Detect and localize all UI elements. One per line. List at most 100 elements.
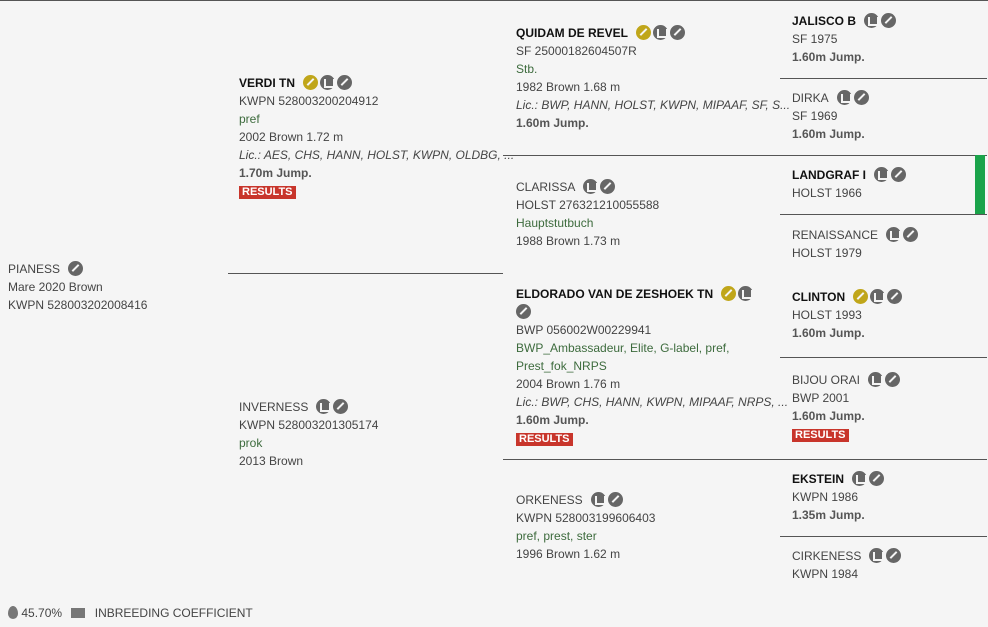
horse-pianess: PIANESS Mare 2020 Brown KWPN 52800320200…	[8, 260, 147, 314]
horse-name[interactable]: VERDI TN	[239, 76, 296, 90]
percentage-drop-icon	[8, 606, 18, 619]
horse-name[interactable]: RENAISSANCE	[792, 228, 879, 242]
horse-registration: SF 1975	[792, 32, 838, 46]
horse-name[interactable]: INVERNESS	[239, 400, 309, 414]
horse-jump: 1.60m Jump.	[792, 127, 865, 141]
horse-renaissance: RENAISSANCE HOLST 1979	[792, 226, 919, 262]
horse-registration: HOLST 276321210055588	[516, 198, 660, 212]
horse-registration: KWPN 528003201305174	[239, 418, 379, 432]
key-icon[interactable]	[721, 286, 737, 301]
horse-bijou: BIJOU ORAI BWP 2001 1.60m Jump. RESULTS	[792, 371, 901, 443]
pedigree-icon[interactable]	[316, 399, 332, 414]
horse-cirkeness: CIRKENESS KWPN 1984	[792, 547, 902, 583]
horse-designation: Stb.	[516, 62, 538, 76]
pedigree-icon[interactable]	[864, 13, 880, 28]
divider	[780, 214, 987, 215]
edit-icon[interactable]	[853, 90, 869, 105]
pedigree-icon[interactable]	[869, 548, 885, 563]
edit-icon[interactable]	[881, 13, 897, 28]
divider	[780, 357, 987, 358]
horse-registration: KWPN 1984	[792, 567, 859, 581]
pedigree-icon[interactable]	[886, 227, 902, 242]
horse-jump: 1.60m Jump.	[792, 409, 865, 423]
inbreeding-footer: 45.70% INBREEDING COEFFICIENT	[8, 606, 253, 620]
divider	[780, 78, 987, 79]
horse-name[interactable]: LANDGRAF I	[792, 168, 866, 182]
horse-name[interactable]: ELDORADO VAN DE ZESHOEK TN	[516, 287, 714, 301]
horse-registration: KWPN 1986	[792, 490, 859, 504]
horse-info: 1996 Brown 1.62 m	[516, 547, 621, 561]
horse-licenses: Lic.: BWP, HANN, HOLST, KWPN, MIPAAF, SF…	[516, 98, 791, 112]
horse-name[interactable]: BIJOU ORAI	[792, 373, 861, 387]
pedigree-icon[interactable]	[870, 289, 886, 304]
horse-info: 1982 Brown 1.68 m	[516, 80, 621, 94]
results-button[interactable]: RESULTS	[792, 429, 849, 442]
horse-name[interactable]: JALISCO B	[792, 14, 857, 28]
horse-registration: KWPN 528003200204912	[239, 94, 379, 108]
horse-registration: HOLST 1979	[792, 246, 862, 260]
horse-name[interactable]: CIRKENESS	[792, 549, 862, 563]
inbreeding-label[interactable]: INBREEDING COEFFICIENT	[94, 606, 253, 620]
horse-jump: 1.35m Jump.	[792, 508, 865, 522]
pedigree-icon[interactable]	[852, 471, 868, 486]
horse-dirka: DIRKA SF 1969 1.60m Jump.	[792, 89, 869, 143]
horse-info: 2004 Brown 1.76 m	[516, 377, 621, 391]
horse-designation: Hauptstutbuch	[516, 216, 594, 230]
edit-icon[interactable]	[869, 471, 885, 486]
horse-designation: prok	[239, 436, 263, 450]
edit-icon[interactable]	[886, 548, 902, 563]
horse-designation: pref, prest, ster	[516, 529, 597, 543]
horse-name[interactable]: QUIDAM DE REVEL	[516, 26, 629, 40]
inbreeding-percentage: 45.70%	[21, 606, 63, 620]
horse-clarissa: CLARISSA HOLST 276321210055588 Hauptstut…	[516, 178, 659, 250]
highlight-marker	[975, 155, 985, 214]
horse-jump: 1.70m Jump.	[239, 166, 312, 180]
horse-name[interactable]: DIRKA	[792, 91, 829, 105]
horse-registration: KWPN 528003199606403	[516, 511, 656, 525]
horse-licenses: Lic.: BWP, CHS, HANN, KWPN, MIPAAF, NRPS…	[516, 395, 789, 409]
edit-icon[interactable]	[887, 289, 903, 304]
horse-registration: KWPN 528003202008416	[8, 298, 148, 312]
horse-ekstein: EKSTEIN KWPN 1986 1.35m Jump.	[792, 470, 885, 524]
edit-icon[interactable]	[337, 75, 353, 90]
horse-registration: SF 25000182604507R	[516, 44, 637, 58]
horse-name[interactable]: ORKENESS	[516, 493, 583, 507]
edit-icon[interactable]	[903, 227, 919, 242]
pedigree-icon[interactable]	[836, 90, 852, 105]
pedigree-icon[interactable]	[874, 167, 889, 182]
divider	[503, 155, 987, 156]
edit-icon[interactable]	[670, 25, 686, 40]
top-divider	[0, 0, 988, 1]
pedigree-icon[interactable]	[653, 25, 669, 40]
horse-registration: HOLST 1966	[792, 186, 862, 200]
edit-icon[interactable]	[891, 167, 906, 182]
edit-icon[interactable]	[516, 304, 531, 319]
edit-icon[interactable]	[68, 261, 84, 276]
pedigree-icon[interactable]	[868, 372, 884, 387]
horse-jump: 1.60m Jump.	[516, 116, 589, 130]
pedigree-icon[interactable]	[320, 75, 336, 90]
horse-quidam: QUIDAM DE REVEL SF 25000182604507R Stb. …	[516, 24, 790, 132]
results-button[interactable]: RESULTS	[516, 433, 573, 446]
edit-icon[interactable]	[607, 492, 623, 507]
horse-designation: BWP_Ambassadeur, Elite, G-label, pref, P…	[516, 341, 730, 373]
horse-orkeness: ORKENESS KWPN 528003199606403 pref, pres…	[516, 491, 655, 563]
pedigree-icon[interactable]	[590, 492, 606, 507]
key-icon[interactable]	[303, 75, 319, 90]
edit-icon[interactable]	[600, 179, 616, 194]
horse-name[interactable]: EKSTEIN	[792, 472, 845, 486]
horse-registration: BWP 056002W00229941	[516, 323, 652, 337]
divider	[228, 273, 503, 274]
horse-info: Mare 2020 Brown	[8, 280, 103, 294]
key-icon[interactable]	[636, 25, 652, 40]
key-icon[interactable]	[853, 289, 869, 304]
horse-name[interactable]: CLARISSA	[516, 180, 576, 194]
edit-icon[interactable]	[333, 399, 349, 414]
results-button[interactable]: RESULTS	[239, 186, 296, 199]
divider	[503, 459, 987, 460]
horse-name[interactable]: CLINTON	[792, 290, 846, 304]
horse-name[interactable]: PIANESS	[8, 262, 61, 276]
pedigree-icon[interactable]	[583, 179, 599, 194]
pedigree-icon[interactable]	[738, 286, 754, 301]
edit-icon[interactable]	[885, 372, 901, 387]
